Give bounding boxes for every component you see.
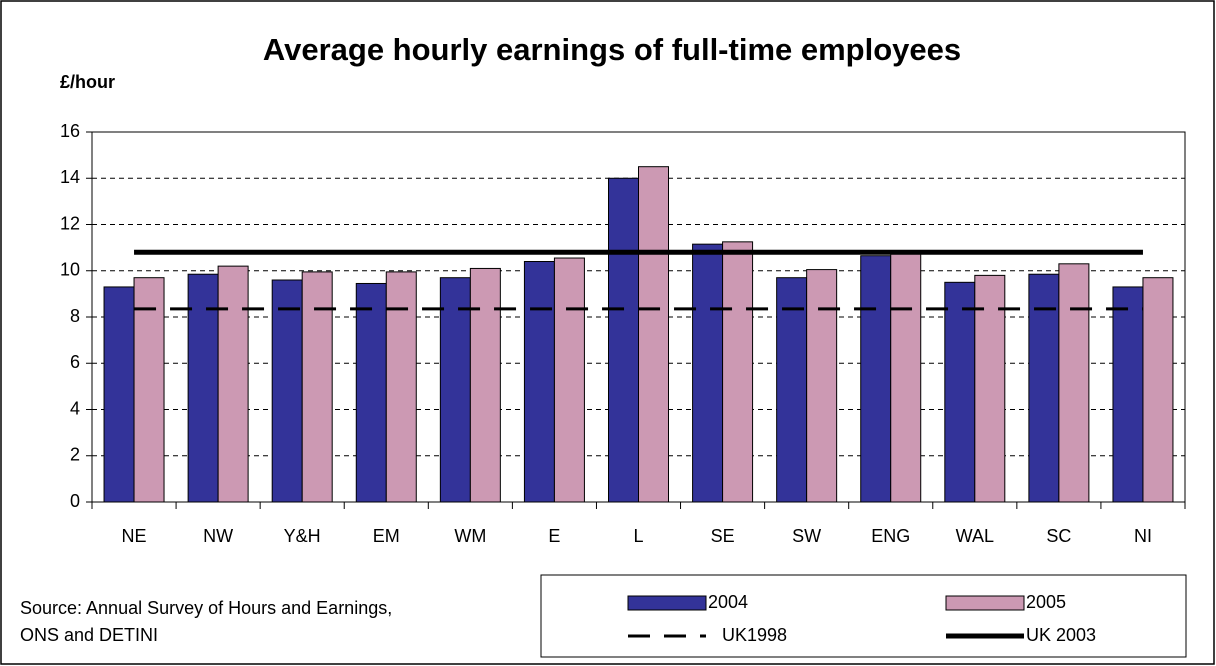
x-tick-label: NI [1134,526,1152,546]
legend-swatch [945,595,1025,611]
x-tick-label: Y&H [284,526,321,546]
y-tick-label: 2 [70,445,80,465]
y-axis-label: £/hour [60,72,115,92]
y-tick-label: 6 [70,352,80,372]
legend-swatch [627,595,707,611]
x-tick-label: WAL [956,526,994,546]
bar [523,261,555,503]
bar [1028,273,1060,503]
bar [469,267,501,503]
legend-box [540,574,1187,658]
y-tick-label: 14 [60,167,80,187]
bar [692,243,724,503]
bar [890,250,922,503]
bar [806,269,838,503]
x-tick-label: SW [792,526,821,546]
bar [439,277,471,503]
x-tick-label: NW [203,526,233,546]
y-tick-label: 10 [60,260,80,280]
bar [187,273,219,503]
y-tick-label: 0 [70,491,80,511]
bar [385,271,417,503]
y-tick-label: 12 [60,213,80,233]
bar [103,286,135,503]
legend-label: 2005 [1026,592,1066,612]
x-tick-label: ENG [871,526,910,546]
source-text: Source: Annual Survey of Hours and Earni… [20,598,392,618]
y-tick-label: 8 [70,306,80,326]
source-text: ONS and DETINI [20,625,158,645]
bar [944,281,976,503]
bar [217,265,249,503]
bar [133,277,165,503]
bar [355,282,387,503]
bar [638,166,669,503]
bar [860,255,892,503]
bar [776,277,808,503]
legend-label: 2004 [708,592,748,612]
bar [271,279,303,503]
bar [974,274,1006,503]
x-tick-label: SC [1046,526,1071,546]
x-tick-label: L [633,526,643,546]
x-tick-label: WM [454,526,486,546]
x-tick-label: NE [122,526,147,546]
y-tick-label: 16 [60,121,80,141]
legend-label: UK1998 [722,625,787,645]
bar [1142,277,1174,503]
legend-label: UK 2003 [1026,625,1096,645]
chart-title: Average hourly earnings of full-time emp… [263,32,961,67]
bar [553,257,585,503]
bar [1058,263,1090,503]
x-tick-label: E [548,526,560,546]
y-tick-label: 4 [70,398,80,418]
x-tick-label: EM [373,526,400,546]
bar [722,241,754,503]
bar [301,271,333,503]
x-tick-label: SE [711,526,735,546]
bar [1112,286,1144,503]
bar [608,177,639,503]
